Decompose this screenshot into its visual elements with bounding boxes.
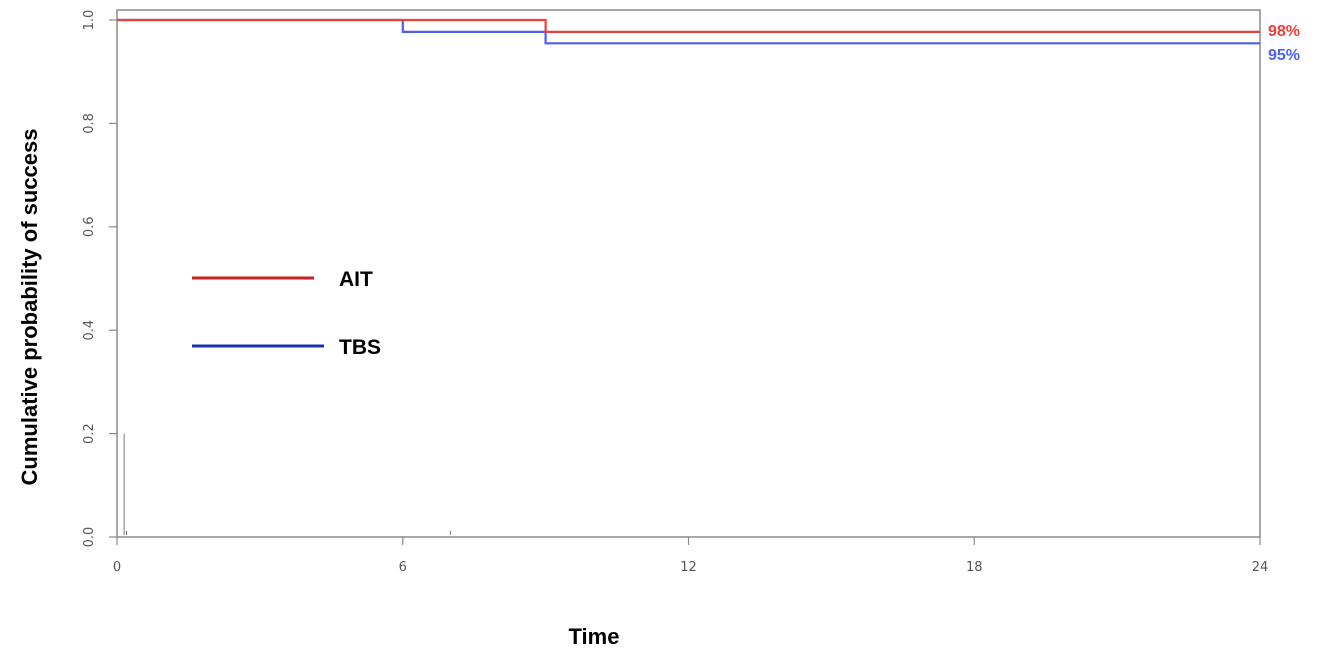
x-tick-label: 6: [399, 560, 407, 575]
series-lines: [117, 18, 1260, 45]
plot-frame: [116, 9, 1261, 538]
end-labels: 98%95%: [1268, 23, 1300, 64]
y-tick-label: 0.0: [82, 527, 97, 548]
series-line-ait: [117, 18, 1260, 33]
censor-marks: [123, 433, 451, 535]
y-axis: 0.0 0.2 0.4 0.6 0.8 1.0: [82, 10, 117, 548]
x-tick-label: 24: [1252, 560, 1269, 575]
x-tick-label: 12: [680, 560, 697, 575]
x-axis: 0 6 12 18 24: [113, 537, 1268, 575]
legend-label-tbs: TBS: [339, 336, 381, 359]
y-tick-label: 0.2: [82, 423, 97, 444]
legend-label-ait: AIT: [339, 268, 373, 291]
y-tick-label: 0.6: [82, 216, 97, 237]
x-tick-label: 0: [113, 560, 121, 575]
y-tick-label: 0.4: [82, 320, 97, 341]
y-tick-label: 1.0: [82, 10, 97, 31]
end-label-tbs: 95%: [1268, 47, 1300, 64]
legend: AIT TBS: [192, 268, 381, 359]
y-tick-label: 0.8: [82, 113, 97, 134]
end-label-ait: 98%: [1268, 23, 1300, 40]
x-tick-label: 18: [966, 560, 983, 575]
y-axis-title: Cumulative probability of success: [17, 129, 42, 486]
x-axis-title: Time: [569, 624, 620, 649]
